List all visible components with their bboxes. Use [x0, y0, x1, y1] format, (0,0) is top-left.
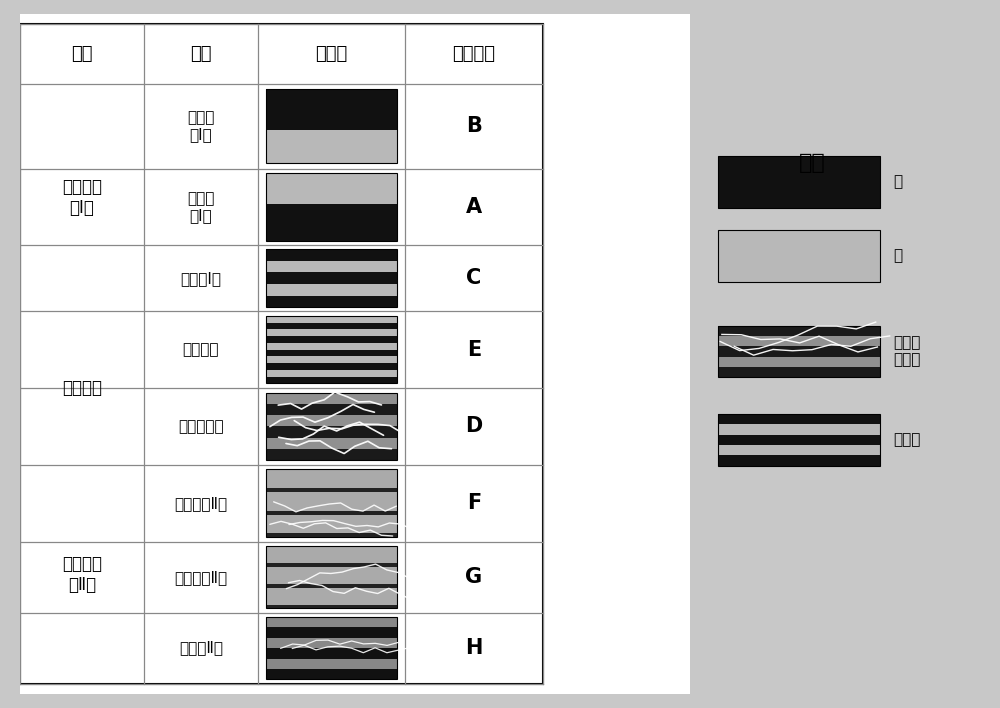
Bar: [266, 329, 397, 336]
Bar: [266, 605, 397, 608]
Text: 源: 源: [894, 175, 903, 190]
Text: G: G: [465, 567, 482, 587]
Bar: [266, 173, 397, 203]
Bar: [266, 89, 397, 164]
Bar: [266, 533, 397, 537]
Text: 上源下储Ⅱ型: 上源下储Ⅱ型: [174, 496, 227, 510]
Text: 云泥岩
裂缝型: 云泥岩 裂缝型: [894, 336, 921, 367]
Bar: [266, 173, 397, 241]
Bar: [266, 426, 397, 438]
Bar: [266, 89, 397, 130]
Bar: [266, 438, 397, 449]
Bar: [266, 284, 397, 296]
Bar: [718, 346, 880, 357]
Text: 下源上储Ⅱ型: 下源上储Ⅱ型: [174, 570, 227, 585]
Bar: [266, 316, 397, 384]
Bar: [266, 546, 397, 608]
Bar: [266, 377, 397, 384]
Text: F: F: [467, 493, 481, 513]
Text: 图例: 图例: [799, 153, 826, 173]
Bar: [266, 296, 397, 307]
Text: 大类: 大类: [71, 45, 93, 63]
Bar: [266, 617, 397, 627]
Bar: [266, 173, 397, 241]
Text: 特殊类型: 特殊类型: [62, 379, 102, 397]
Text: 上源下
储Ⅰ型: 上源下 储Ⅰ型: [187, 110, 215, 142]
Text: 下源上
储Ⅰ型: 下源上 储Ⅰ型: [187, 190, 215, 223]
Bar: [266, 336, 397, 343]
Bar: [266, 363, 397, 370]
Text: 源储一体型: 源储一体型: [178, 419, 224, 434]
Bar: [266, 316, 397, 323]
Bar: [266, 627, 397, 638]
Bar: [266, 404, 397, 415]
Bar: [718, 336, 880, 346]
Bar: [266, 249, 397, 261]
Bar: [266, 249, 397, 307]
Bar: [718, 230, 880, 282]
Bar: [718, 414, 880, 424]
Bar: [266, 393, 397, 404]
Bar: [266, 563, 397, 567]
Bar: [266, 469, 397, 537]
Text: C: C: [466, 268, 482, 288]
Text: A: A: [466, 197, 482, 217]
Bar: [718, 156, 880, 208]
Bar: [266, 669, 397, 680]
Text: E: E: [467, 340, 481, 360]
Bar: [266, 510, 397, 515]
Bar: [20, 24, 543, 684]
Bar: [266, 488, 397, 492]
Bar: [266, 273, 397, 284]
Bar: [718, 357, 880, 367]
Text: B: B: [466, 116, 482, 137]
Text: 示意图: 示意图: [315, 45, 348, 63]
Bar: [266, 261, 397, 273]
Text: 三明治Ⅱ型: 三明治Ⅱ型: [179, 641, 223, 656]
Bar: [718, 455, 880, 466]
Text: H: H: [465, 638, 483, 658]
Bar: [266, 393, 397, 460]
Bar: [266, 617, 397, 680]
Bar: [266, 343, 397, 350]
Text: D: D: [465, 416, 483, 436]
Text: 基本类型
（Ⅰ）: 基本类型 （Ⅰ）: [62, 178, 102, 217]
Bar: [266, 546, 397, 608]
Bar: [718, 326, 880, 377]
Bar: [266, 415, 397, 426]
Bar: [266, 449, 397, 460]
Bar: [718, 424, 880, 435]
Bar: [718, 367, 880, 377]
Bar: [718, 445, 880, 455]
Bar: [266, 323, 397, 329]
Text: 复合类型
（Ⅱ）: 复合类型 （Ⅱ）: [62, 555, 102, 593]
Bar: [266, 658, 397, 669]
Bar: [718, 326, 880, 336]
Bar: [266, 370, 397, 377]
Bar: [266, 350, 397, 356]
Bar: [266, 356, 397, 363]
Bar: [718, 414, 880, 466]
Text: 三明治Ⅰ型: 三明治Ⅰ型: [180, 270, 221, 286]
Text: 字母代表: 字母代表: [452, 45, 495, 63]
Text: 类型: 类型: [190, 45, 212, 63]
Bar: [266, 469, 397, 537]
Text: 薄互层型: 薄互层型: [183, 342, 219, 357]
Text: 互层型: 互层型: [894, 433, 921, 447]
Bar: [266, 638, 397, 648]
Text: 储: 储: [894, 249, 903, 263]
Bar: [718, 435, 880, 445]
Bar: [266, 648, 397, 658]
Bar: [266, 584, 397, 588]
Bar: [266, 89, 397, 164]
